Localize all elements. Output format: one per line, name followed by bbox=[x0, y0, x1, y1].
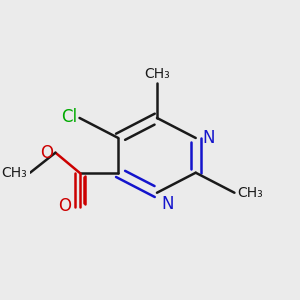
Text: N: N bbox=[202, 129, 215, 147]
Text: O: O bbox=[40, 144, 53, 162]
Text: O: O bbox=[58, 197, 71, 215]
Text: CH₃: CH₃ bbox=[2, 166, 27, 180]
Text: N: N bbox=[161, 195, 173, 213]
Text: CH₃: CH₃ bbox=[237, 186, 263, 200]
Text: CH₃: CH₃ bbox=[144, 67, 170, 80]
Text: Cl: Cl bbox=[61, 108, 77, 126]
